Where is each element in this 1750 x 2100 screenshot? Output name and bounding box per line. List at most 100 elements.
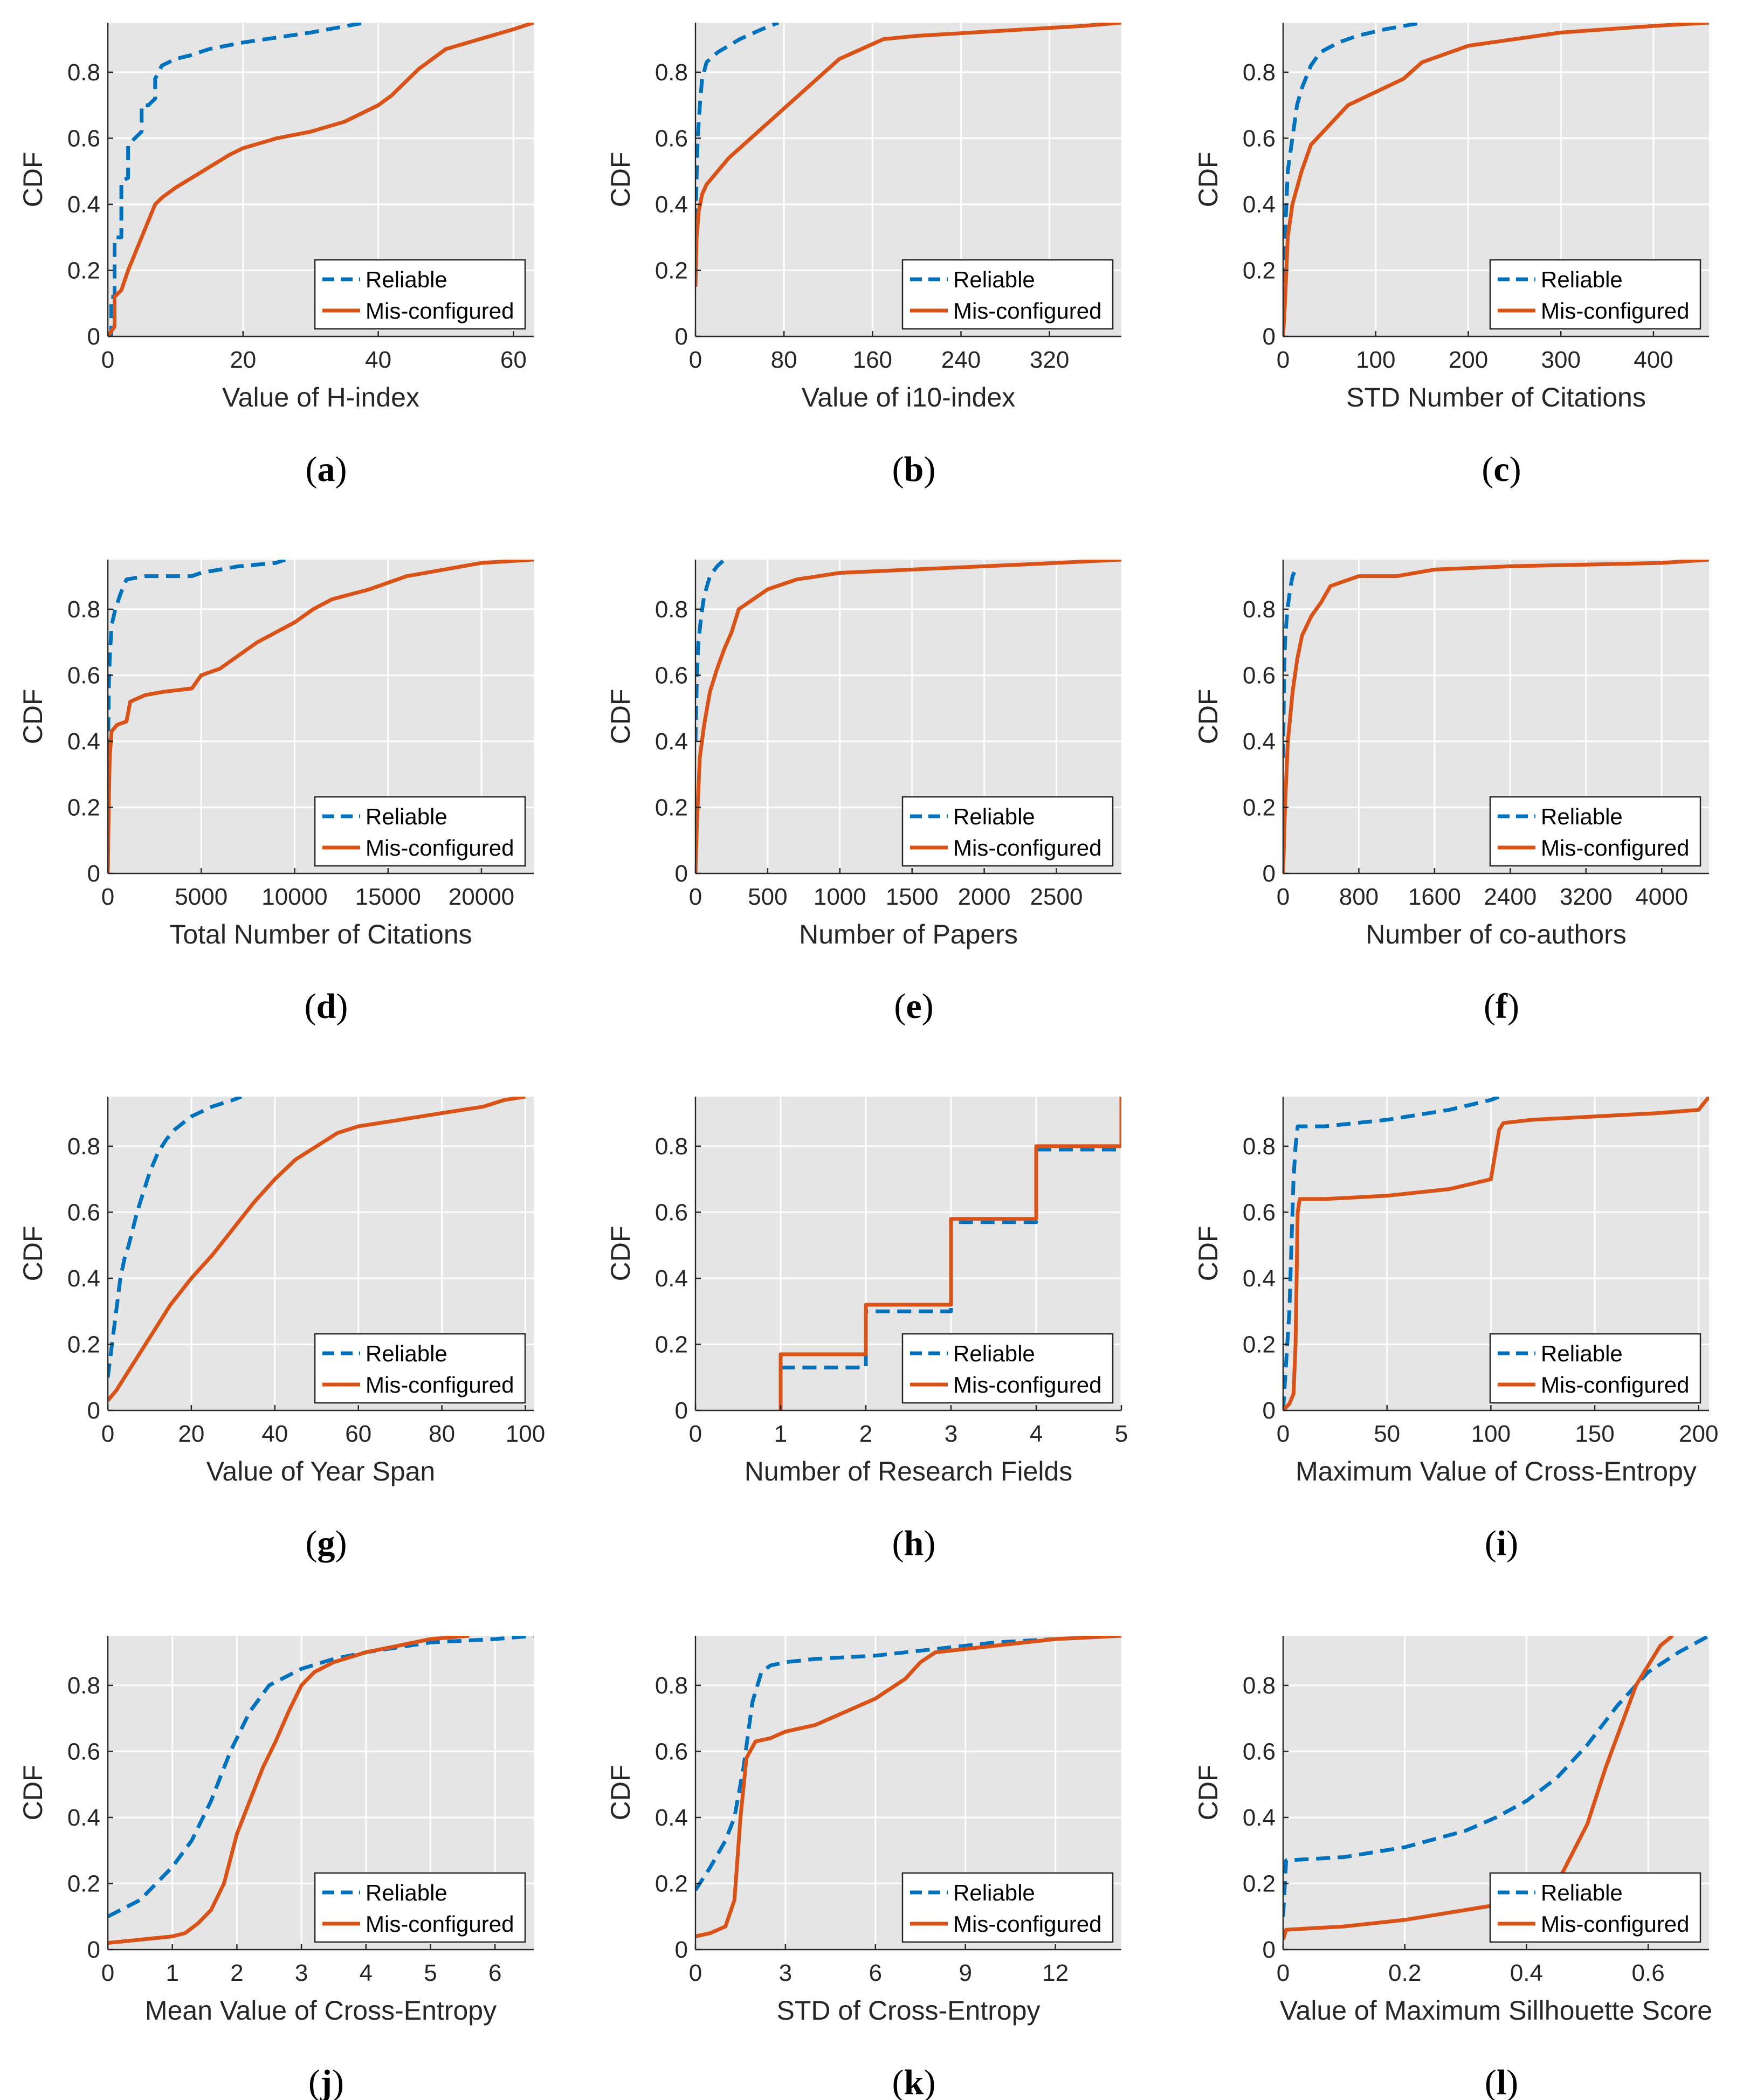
x-tick-label: 100 xyxy=(1471,1421,1511,1447)
y-axis-label: CDF xyxy=(1193,152,1223,208)
x-tick-label: 2500 xyxy=(1030,884,1083,910)
x-tick-label: 0 xyxy=(1277,884,1290,910)
y-tick-label: 0 xyxy=(675,860,688,887)
legend: Reliable Mis-configured xyxy=(901,259,1114,330)
y-tick-label: 0.8 xyxy=(1243,1672,1276,1699)
legend: Reliable Mis-configured xyxy=(1489,1333,1701,1404)
legend-label-reliable: Reliable xyxy=(953,267,1035,292)
series-line-misconfigured xyxy=(1283,1636,1674,1940)
y-tick-label: 0.4 xyxy=(655,728,688,755)
y-tick-label: 0.4 xyxy=(67,191,100,218)
x-tick-label: 1 xyxy=(166,1960,178,1986)
chart-panel-a: 0 20 40 60 0 0.2 0.4 0.6 0.8 Value of H-index CDF R… xyxy=(18,23,534,489)
legend: Reliable Mis-configured xyxy=(314,796,526,867)
x-tick-label: 3 xyxy=(945,1421,957,1447)
legend-label-reliable: Reliable xyxy=(1541,1880,1623,1905)
y-tick-label: 0.8 xyxy=(655,1672,688,1699)
x-tick-label: 0 xyxy=(101,1421,114,1447)
legend-box xyxy=(1489,1333,1701,1404)
legend-label-misconfigured: Mis-configured xyxy=(366,298,514,323)
legend-label-reliable: Reliable xyxy=(366,804,447,829)
legend-label-misconfigured: Mis-configured xyxy=(1541,1911,1689,1937)
y-tick-label: 0.2 xyxy=(655,257,688,284)
y-tick-label: 0 xyxy=(675,323,688,350)
y-tick-label: 0 xyxy=(675,1397,688,1424)
y-tick-label: 0 xyxy=(1263,1397,1276,1424)
legend: Reliable Mis-configured xyxy=(901,796,1114,867)
x-tick-label: 40 xyxy=(261,1421,288,1447)
x-tick-label: 0 xyxy=(689,1960,702,1986)
series-line-reliable xyxy=(695,560,726,741)
y-tick-label: 0.4 xyxy=(67,1805,100,1831)
y-axis-label: CDF xyxy=(18,1765,48,1821)
series-line-misconfigured xyxy=(108,560,534,873)
x-tick-label: 3 xyxy=(295,1960,308,1986)
x-axis-label: Value of Year Span xyxy=(206,1456,435,1486)
y-tick-label: 0.4 xyxy=(655,1265,688,1292)
y-tick-label: 0.6 xyxy=(655,662,688,688)
y-tick-label: 0.8 xyxy=(67,1672,100,1699)
y-tick-label: 0.8 xyxy=(655,596,688,623)
legend-label-reliable: Reliable xyxy=(1541,267,1623,292)
series-line-reliable xyxy=(108,1097,243,1378)
x-tick-label: 9 xyxy=(959,1960,972,1986)
series-line-misconfigured xyxy=(108,23,534,336)
series-line-misconfigured xyxy=(1283,23,1709,336)
y-tick-label: 0.4 xyxy=(655,1805,688,1831)
legend-label-reliable: Reliable xyxy=(1541,1341,1623,1366)
y-tick-label: 0 xyxy=(87,1397,100,1424)
y-tick-label: 0.2 xyxy=(1243,1870,1276,1897)
series-line-misconfigured xyxy=(108,1636,470,1945)
legend-label-misconfigured: Mis-configured xyxy=(1541,1372,1689,1397)
x-tick-label: 0 xyxy=(689,347,702,373)
chart-panel-c: 0 100 200 300 400 0 0.2 0.4 0.6 0.8 STD Number of … xyxy=(1193,23,1709,489)
y-tick-label: 0.6 xyxy=(655,1199,688,1225)
y-axis-label: CDF xyxy=(1193,1226,1223,1282)
legend-label-reliable: Reliable xyxy=(366,267,447,292)
panel-caption: (f) xyxy=(1484,987,1519,1026)
legend-box xyxy=(1489,1872,1701,1943)
x-tick-label: 100 xyxy=(506,1421,545,1447)
y-tick-label: 0.4 xyxy=(1243,191,1276,218)
x-tick-label: 1 xyxy=(774,1421,787,1447)
y-axis-label: CDF xyxy=(605,1765,636,1821)
legend-label-misconfigured: Mis-configured xyxy=(366,1372,514,1397)
y-tick-label: 0 xyxy=(87,1937,100,1963)
y-tick-label: 0.8 xyxy=(1243,596,1276,623)
y-tick-label: 0.4 xyxy=(655,191,688,218)
y-tick-label: 0.6 xyxy=(1243,1199,1276,1225)
y-tick-label: 0.6 xyxy=(67,662,100,688)
y-tick-label: 0.6 xyxy=(655,1738,688,1765)
x-axis-label: STD of Cross-Entropy xyxy=(776,1995,1040,2026)
panel-caption: (j) xyxy=(308,2063,344,2100)
x-tick-label: 400 xyxy=(1634,347,1673,373)
series-line-misconfigured xyxy=(695,560,1121,873)
y-tick-label: 0.8 xyxy=(67,59,100,86)
x-tick-label: 5 xyxy=(424,1960,437,1986)
y-tick-label: 0 xyxy=(675,1937,688,1963)
y-tick-label: 0.8 xyxy=(1243,59,1276,86)
series-line-reliable xyxy=(108,1636,534,1918)
y-tick-label: 0.4 xyxy=(1243,1265,1276,1292)
x-tick-label: 150 xyxy=(1575,1421,1614,1447)
x-tick-label: 160 xyxy=(853,347,892,373)
x-tick-label: 800 xyxy=(1339,884,1379,910)
series-line-reliable xyxy=(695,23,780,244)
x-tick-label: 1500 xyxy=(886,884,939,910)
x-tick-label: 10000 xyxy=(261,884,327,910)
panel-caption: (k) xyxy=(892,2063,936,2100)
panel-caption: (h) xyxy=(892,1524,936,1563)
legend-label-reliable: Reliable xyxy=(366,1341,447,1366)
chart-panel-i: 0 50 100 150 200 0 0.2 0.4 0.6 0.8 Maximum Value o… xyxy=(1193,1097,1718,1563)
y-tick-label: 0.6 xyxy=(67,1199,100,1225)
y-tick-label: 0 xyxy=(1263,323,1276,350)
legend-label-misconfigured: Mis-configured xyxy=(1541,835,1689,860)
y-tick-label: 0.2 xyxy=(655,1870,688,1897)
x-tick-label: 500 xyxy=(748,884,787,910)
legend: Reliable Mis-configured xyxy=(1489,1872,1701,1943)
x-tick-label: 2400 xyxy=(1484,884,1537,910)
x-tick-label: 1000 xyxy=(814,884,866,910)
legend-box xyxy=(901,1333,1114,1404)
chart-panel-g: 0 20 40 60 80 100 0 0.2 0.4 0.6 0.8 Value of Year S… xyxy=(18,1097,545,1563)
panel-caption: (c) xyxy=(1482,450,1521,489)
